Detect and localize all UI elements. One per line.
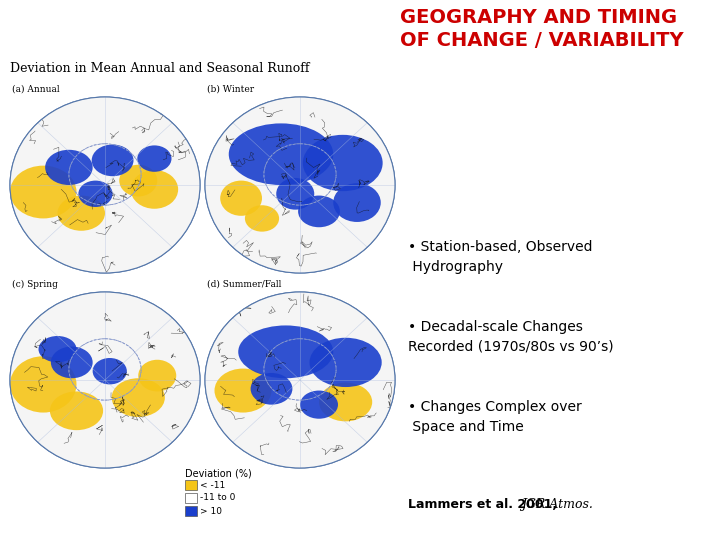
Ellipse shape — [229, 124, 333, 185]
Ellipse shape — [120, 165, 157, 197]
Text: -11 to 0: -11 to 0 — [200, 494, 235, 503]
Ellipse shape — [300, 390, 338, 418]
Text: < -11: < -11 — [200, 481, 225, 489]
Ellipse shape — [333, 183, 381, 222]
Text: (a) Annual: (a) Annual — [12, 85, 60, 94]
Ellipse shape — [10, 292, 200, 468]
Ellipse shape — [58, 195, 105, 231]
Ellipse shape — [10, 292, 200, 468]
Ellipse shape — [10, 356, 76, 413]
Ellipse shape — [238, 326, 333, 378]
Ellipse shape — [78, 180, 112, 207]
Ellipse shape — [251, 373, 292, 404]
Ellipse shape — [51, 347, 93, 378]
Text: (b) Winter: (b) Winter — [207, 85, 254, 94]
Text: (c) Spring: (c) Spring — [12, 280, 58, 289]
Ellipse shape — [276, 178, 314, 210]
Ellipse shape — [220, 180, 262, 216]
Ellipse shape — [38, 336, 76, 362]
Ellipse shape — [205, 97, 395, 273]
Ellipse shape — [130, 170, 178, 209]
Text: • Changes Complex over
 Space and Time: • Changes Complex over Space and Time — [408, 400, 582, 434]
Text: Lammers et al. 2001,: Lammers et al. 2001, — [408, 498, 562, 511]
Ellipse shape — [138, 145, 171, 172]
Ellipse shape — [215, 369, 271, 413]
Text: JGR Atmos.: JGR Atmos. — [521, 498, 593, 511]
Ellipse shape — [10, 97, 200, 273]
Ellipse shape — [245, 205, 279, 232]
Text: Deviation (%): Deviation (%) — [185, 468, 252, 478]
Ellipse shape — [10, 97, 200, 273]
Ellipse shape — [93, 358, 127, 384]
Ellipse shape — [298, 195, 340, 227]
Text: • Station-based, Observed
 Hydrography: • Station-based, Observed Hydrography — [408, 240, 593, 273]
Ellipse shape — [50, 392, 103, 430]
Ellipse shape — [45, 150, 93, 185]
Ellipse shape — [310, 338, 382, 387]
Text: Deviation in Mean Annual and Seasonal Runoff: Deviation in Mean Annual and Seasonal Ru… — [10, 62, 310, 75]
Bar — [185, 493, 197, 503]
Ellipse shape — [303, 135, 382, 191]
Text: GEOGRAPHY AND TIMING
OF CHANGE / VARIABILITY: GEOGRAPHY AND TIMING OF CHANGE / VARIABI… — [400, 8, 683, 50]
Ellipse shape — [205, 97, 395, 273]
Ellipse shape — [205, 292, 395, 468]
Ellipse shape — [10, 166, 76, 219]
Bar — [185, 506, 197, 516]
Ellipse shape — [112, 378, 165, 417]
Text: • Decadal-scale Changes
Recorded (1970s/80s vs 90’s): • Decadal-scale Changes Recorded (1970s/… — [408, 320, 613, 354]
Bar — [185, 480, 197, 490]
Ellipse shape — [319, 383, 372, 421]
Text: (d) Summer/Fall: (d) Summer/Fall — [207, 280, 282, 289]
Ellipse shape — [138, 360, 176, 392]
Text: > 10: > 10 — [200, 507, 222, 516]
Ellipse shape — [91, 145, 133, 176]
Ellipse shape — [205, 292, 395, 468]
